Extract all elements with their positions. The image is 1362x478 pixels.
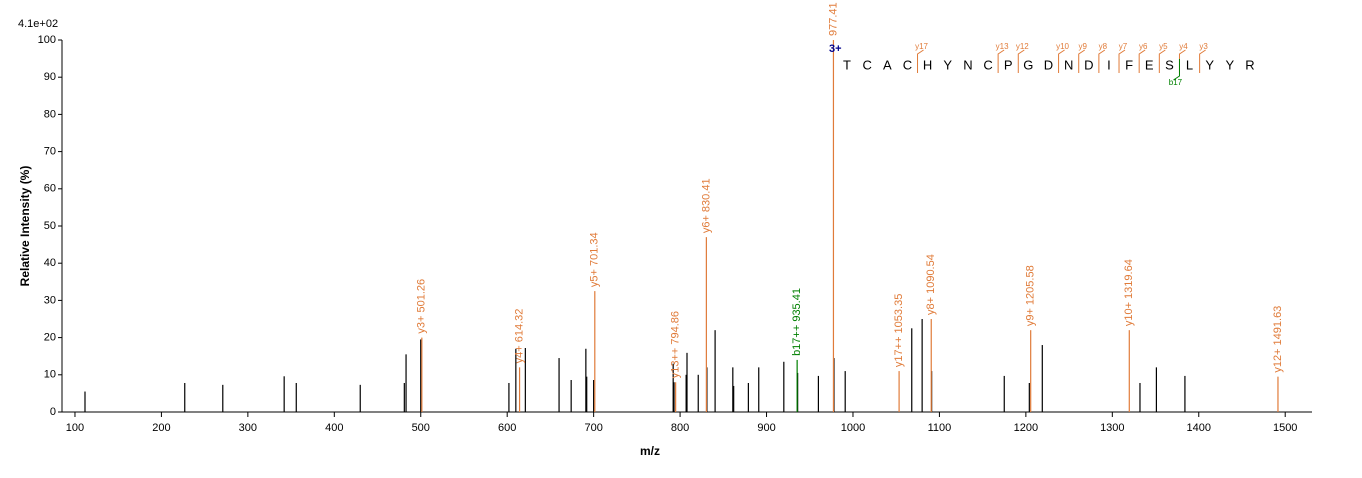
y-tick-label: 70 (44, 146, 56, 158)
residue: F (1125, 57, 1133, 72)
y-ion-mark (1098, 49, 1106, 73)
peak-label: y17++ 1053.35 (893, 294, 905, 367)
residue: Y (943, 57, 952, 72)
residue: C (903, 57, 912, 72)
y-tick-label: 50 (44, 220, 56, 232)
residue: S (1165, 57, 1174, 72)
b-ion-mark (1173, 59, 1180, 81)
residue: G (1023, 57, 1033, 72)
residue: N (963, 57, 972, 72)
y-tick-label: 90 (44, 71, 56, 83)
y-ion-mark (1118, 49, 1126, 73)
charge-state: 3+ (829, 43, 842, 55)
y-ion-label: y12 (1016, 42, 1029, 51)
max-intensity: 4.1e+02 (18, 18, 58, 30)
y-tick-label: 100 (38, 34, 56, 46)
x-tick-label: 200 (152, 422, 170, 434)
x-tick-label: 1000 (841, 422, 865, 434)
y-ion-mark (997, 49, 1005, 73)
residue: N (1064, 57, 1073, 72)
peak-label: y6+ 830.41 (700, 178, 712, 233)
residue: E (1145, 57, 1154, 72)
y-ion-mark (1017, 49, 1025, 73)
y-tick-label: 20 (44, 332, 56, 344)
y-ion-label: y8 (1099, 42, 1108, 51)
residue: D (1044, 57, 1053, 72)
residue: H (923, 57, 932, 72)
y-tick-label: 60 (44, 183, 56, 195)
y-ion-label: y17 (915, 42, 928, 51)
residue: I (1107, 57, 1111, 72)
x-tick-label: 100 (66, 422, 84, 434)
peak-label: y9+ 1205.58 (1025, 265, 1037, 326)
x-tick-label: 500 (412, 422, 430, 434)
residue: C (983, 57, 992, 72)
x-tick-label: 1200 (1014, 422, 1038, 434)
peak-label: y5+ 701.34 (589, 232, 601, 287)
peak-label: y3+ 501.26 (416, 279, 428, 334)
x-tick-label: 1400 (1187, 422, 1211, 434)
y-ion-mark (917, 49, 924, 73)
residue: Y (1226, 57, 1235, 72)
b-ion-label: b17 (1169, 78, 1183, 87)
y-tick-label: 30 (44, 294, 56, 306)
peak-label: y13++ 794.86 (670, 311, 682, 378)
y-ion-mark (1078, 49, 1085, 73)
y-tick-label: 80 (44, 108, 56, 120)
x-tick-label: 300 (239, 422, 257, 434)
peak-label: y4+ 614.32 (513, 309, 525, 364)
residue: P (1004, 57, 1013, 72)
y-axis-label: Relative Intensity (%) (18, 166, 32, 287)
y-tick-label: 40 (44, 257, 56, 269)
peak-label: y10+ 1319.64 (1123, 259, 1135, 326)
y-ion-label: y10 (1056, 42, 1069, 51)
x-tick-label: 600 (498, 422, 516, 434)
residue: T (843, 57, 851, 72)
y-ion-label: y5 (1159, 42, 1168, 51)
y-tick-label: 10 (44, 369, 56, 381)
residue: R (1245, 57, 1254, 72)
x-tick-label: 1100 (928, 422, 952, 434)
y-ion-mark (1178, 49, 1186, 73)
y-tick-label: 0 (50, 406, 56, 418)
residue: L (1186, 57, 1193, 72)
x-tick-label: 800 (671, 422, 689, 434)
y-ion-label: y6 (1139, 42, 1148, 51)
residue: D (1084, 57, 1093, 72)
y-ion-mark (1199, 49, 1206, 73)
residue: A (883, 57, 892, 72)
y-ion-mark (1058, 49, 1065, 73)
peak-label: y12+ 1491.63 (1272, 306, 1284, 373)
x-tick-label: 900 (757, 422, 775, 434)
x-tick-label: 1500 (1273, 422, 1297, 434)
residue: Y (1205, 57, 1214, 72)
y-ion-label: y3 (1199, 42, 1208, 51)
peak-label: b17++ 935.41 (791, 288, 803, 356)
x-axis-label: m/z (640, 444, 660, 458)
y-ion-label: y7 (1119, 42, 1128, 51)
x-tick-label: 400 (325, 422, 343, 434)
peak-label: y8+ 1090.54 (925, 254, 937, 315)
residue: C (862, 57, 871, 72)
y-ion-label: y4 (1179, 42, 1188, 51)
peak-label: 977.41 (827, 2, 839, 36)
x-tick-label: 700 (584, 422, 602, 434)
y-ion-label: y9 (1078, 42, 1087, 51)
y-ion-label: y13 (996, 42, 1009, 51)
x-tick-label: 1300 (1100, 422, 1124, 434)
y-ion-mark (1158, 49, 1166, 73)
y-ion-mark (1138, 49, 1146, 73)
